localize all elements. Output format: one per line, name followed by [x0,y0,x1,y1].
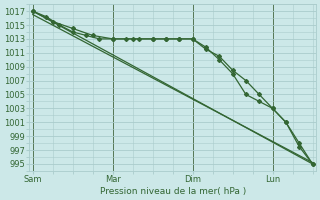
X-axis label: Pression niveau de la mer( hPa ): Pression niveau de la mer( hPa ) [100,187,246,196]
